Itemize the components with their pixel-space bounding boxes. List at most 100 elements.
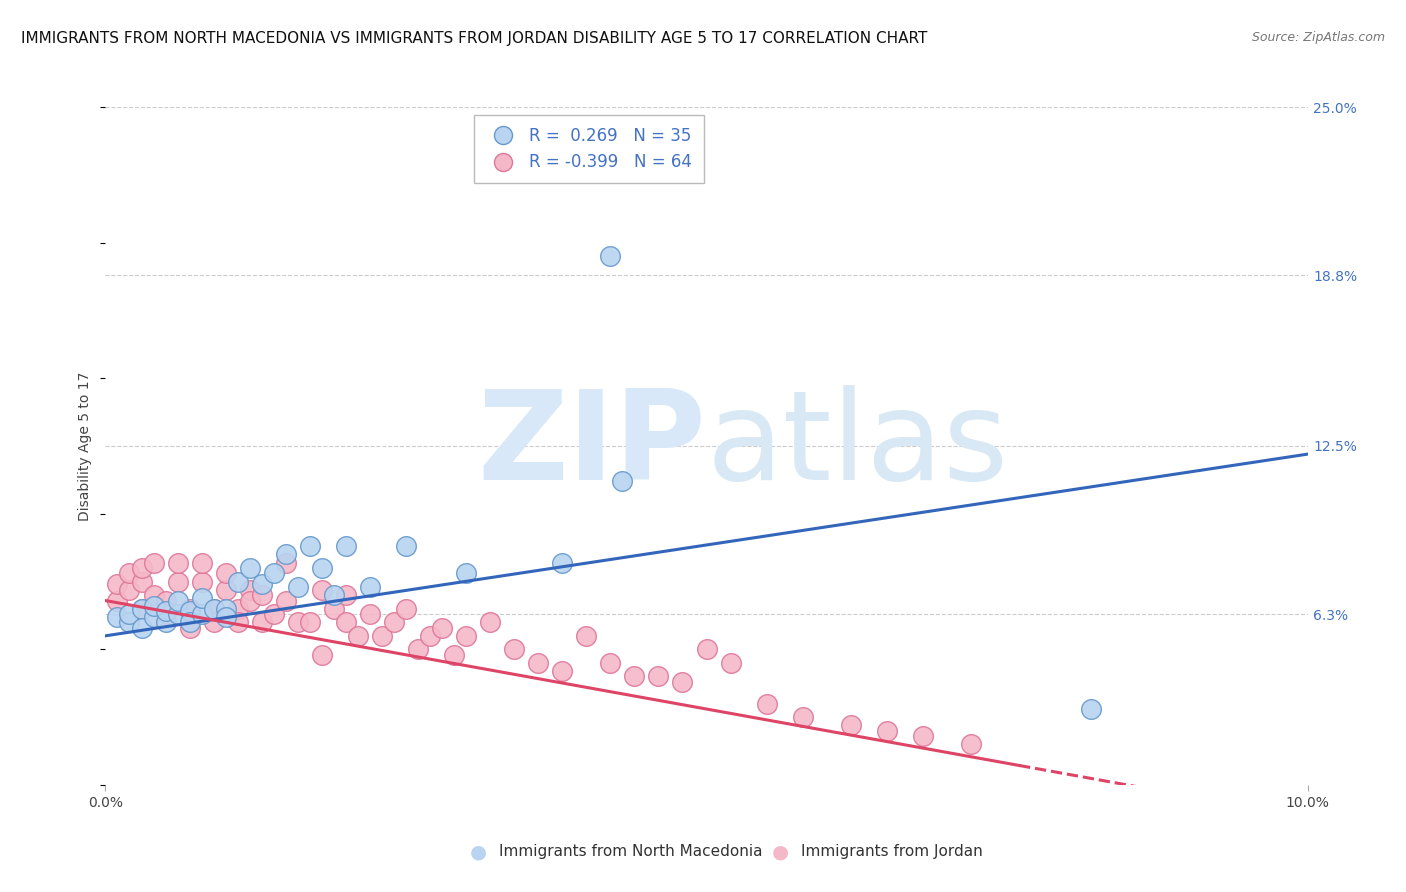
Point [190,574,212,589]
Point [395,539,418,553]
Point [395,601,418,615]
Text: Immigrants from North Macedonia: Immigrants from North Macedonia [499,845,762,859]
Point [107,610,129,624]
Point [454,629,477,643]
Point [131,621,153,635]
Point [359,580,381,594]
Point [311,648,333,662]
Text: Immigrants from Jordan: Immigrants from Jordan [801,845,983,859]
Point [1080,702,1102,716]
Point [190,607,212,621]
Point [155,607,177,621]
Point [179,621,201,635]
Point [335,588,357,602]
Point [239,561,262,575]
Point [214,566,236,581]
Point [202,615,225,630]
Point [792,710,814,724]
Point [155,615,177,630]
Legend: R =  0.269   N = 35, R = -0.399   N = 64: R = 0.269 N = 35, R = -0.399 N = 64 [474,115,704,183]
Text: atlas: atlas [707,385,1008,507]
Point [263,607,285,621]
Point [226,615,249,630]
Point [263,566,285,581]
Point [118,566,141,581]
Point [298,539,321,553]
Point [419,629,441,643]
Point [190,556,212,570]
Point [155,593,177,607]
Point [214,601,236,615]
Point [527,656,550,670]
Point [287,615,309,630]
Point [347,629,370,643]
Point [443,648,465,662]
Point [190,591,212,605]
Point [335,539,357,553]
Text: ●: ● [772,842,789,862]
Point [311,561,333,575]
Point [335,615,357,630]
Point [250,577,273,591]
Point [623,669,645,683]
Point [179,601,201,615]
Point [311,582,333,597]
Point [226,574,249,589]
Point [430,621,453,635]
Point [551,556,574,570]
Point [612,475,634,489]
Point [131,601,153,615]
Point [876,723,898,738]
Point [166,556,188,570]
Point [214,610,236,624]
Point [166,607,188,621]
Point [166,574,188,589]
Point [155,604,177,618]
Point [960,737,983,751]
Point [179,615,201,630]
Point [503,642,526,657]
Point [239,582,262,597]
Point [911,729,934,743]
Point [599,249,621,263]
Text: Source: ZipAtlas.com: Source: ZipAtlas.com [1251,31,1385,45]
Point [202,601,225,615]
Point [131,561,153,575]
Point [359,607,381,621]
Point [142,556,165,570]
Point [720,656,742,670]
Point [839,718,862,732]
Point [298,615,321,630]
Point [131,601,153,615]
Point [166,593,188,607]
Point [107,577,129,591]
Point [671,674,693,689]
Point [179,604,201,618]
Point [214,582,236,597]
Point [479,615,502,630]
Text: ●: ● [470,842,486,862]
Point [371,629,394,643]
Point [142,588,165,602]
Text: ZIP: ZIP [478,385,707,507]
Point [250,588,273,602]
Point [599,656,621,670]
Point [322,588,344,602]
Point [107,593,129,607]
Point [226,601,249,615]
Point [118,582,141,597]
Point [755,697,778,711]
Point [131,574,153,589]
Point [406,642,429,657]
Point [142,599,165,613]
Point [322,601,344,615]
Point [287,580,309,594]
Point [118,615,141,630]
Point [575,629,598,643]
Point [202,601,225,615]
Point [382,615,405,630]
Y-axis label: Disability Age 5 to 17: Disability Age 5 to 17 [79,371,93,521]
Point [274,593,297,607]
Point [551,664,574,678]
Point [696,642,718,657]
